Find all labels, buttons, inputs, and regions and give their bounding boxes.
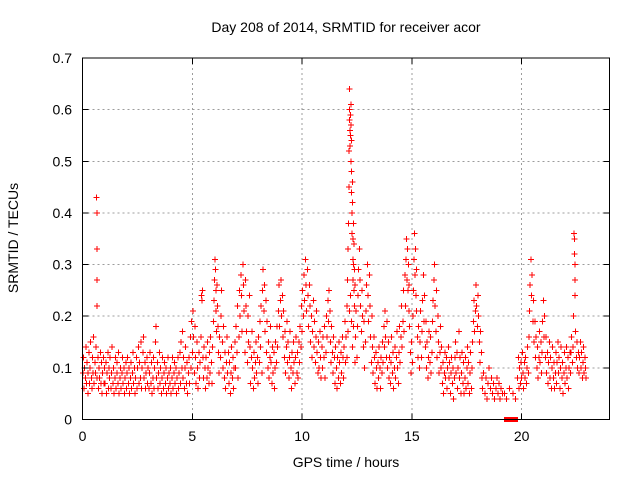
x-tick-label: 20 [514,428,530,444]
y-tick-label: 0 [64,412,72,428]
grid-lines [82,58,610,420]
axes [82,57,610,420]
scatter-plus-markers [79,86,590,402]
y-tick-label: 0.6 [53,102,73,118]
x-tick-label: 15 [404,428,420,444]
y-tick-label: 0.3 [53,257,73,273]
x-tick-label: 5 [188,428,196,444]
y-axis-label: SRMTID / TECUs [5,183,21,293]
y-tick-label: 0.7 [53,50,73,66]
chart-title: Day 208 of 2014, SRMTID for receiver aco… [211,19,481,35]
x-tick-label: 10 [294,428,310,444]
y-tick-label: 0.5 [53,153,73,169]
x-axis-label: GPS time / hours [293,454,400,470]
y-tick-label: 0.1 [53,360,73,376]
tick-labels: 0 5 10 15 20 0 0.1 0.2 0.3 0.4 0.5 0.6 0.7 [53,50,530,444]
x-tick-label: 0 [79,428,87,444]
data-points [79,86,590,422]
plot-border [82,57,610,420]
y-tick-label: 0.2 [53,308,73,324]
y-tick-label: 0.4 [53,205,73,221]
